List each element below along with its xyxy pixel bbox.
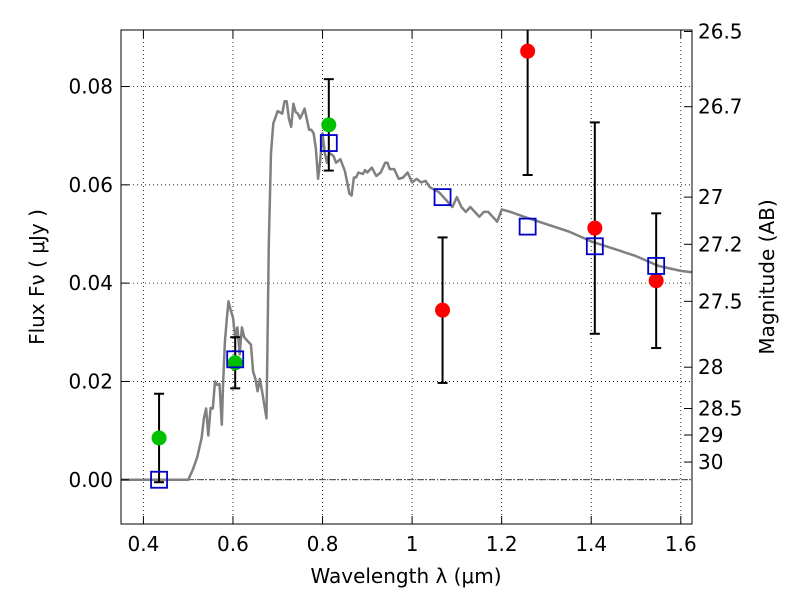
x-tick-label: 0.6 [217,532,249,556]
x-tick-label: 0.4 [127,532,159,556]
data-point [321,117,337,133]
model-photometry-point [150,470,168,489]
right-tick-label: 27 [698,185,723,209]
right-tick-label: 29 [698,423,723,447]
right-tick-label: 30 [698,450,723,474]
model-photometry-point [647,257,666,275]
model-photometry-point [433,188,452,207]
right-tick-label: 27.5 [698,289,743,313]
x-axis-ticks: 0.4 0.6 0.8 1 1.2 1.4 1.6 [127,30,697,556]
y-axis-ticks: 0.00 0.02 0.04 0.06 0.08 [68,75,129,492]
data-point [151,430,167,446]
model-sed-layer [121,100,693,482]
x-tick-label: 1.2 [486,532,518,556]
model-photometry-point [226,350,245,369]
y-axis-label: Flux Fν ( μJy ) [25,209,49,345]
x-axis-label: Wavelength λ (μm) [310,564,501,588]
x-tick-label: 0.8 [307,532,339,556]
data-point [587,220,603,236]
right-axis-label: Magnitude (AB) [755,199,779,354]
plot-frame [120,29,693,525]
x-tick-label: 1.4 [575,532,607,556]
right-tick-label: 28.5 [698,396,743,420]
model-photometry-point [585,237,604,256]
y-tick-label: 0.04 [68,271,113,295]
model-photometry-point [518,217,537,236]
x-tick-label: 1 [406,532,419,556]
grid [121,30,692,524]
data-point [648,273,664,289]
data-point [435,302,451,318]
right-tick-label: 28 [698,355,723,379]
right-axis-ticks: 26.5 26.7 27 27.2 27.5 28 28.5 29 30 [684,19,743,474]
data-point [520,43,536,59]
model-photometry-layer [150,134,666,489]
y-tick-label: 0.08 [68,75,113,99]
model-sed-line [121,100,693,482]
x-tick-label: 1.6 [665,532,697,556]
model-photometry-point [319,134,338,152]
y-tick-label: 0.02 [68,369,113,393]
right-tick-label: 27.2 [698,232,743,256]
right-tick-label: 26.5 [698,19,743,43]
y-tick-label: 0.06 [68,173,113,197]
error-bar-layer [154,30,662,484]
y-tick-label: 0.00 [68,468,113,492]
right-tick-label: 26.7 [698,95,743,119]
